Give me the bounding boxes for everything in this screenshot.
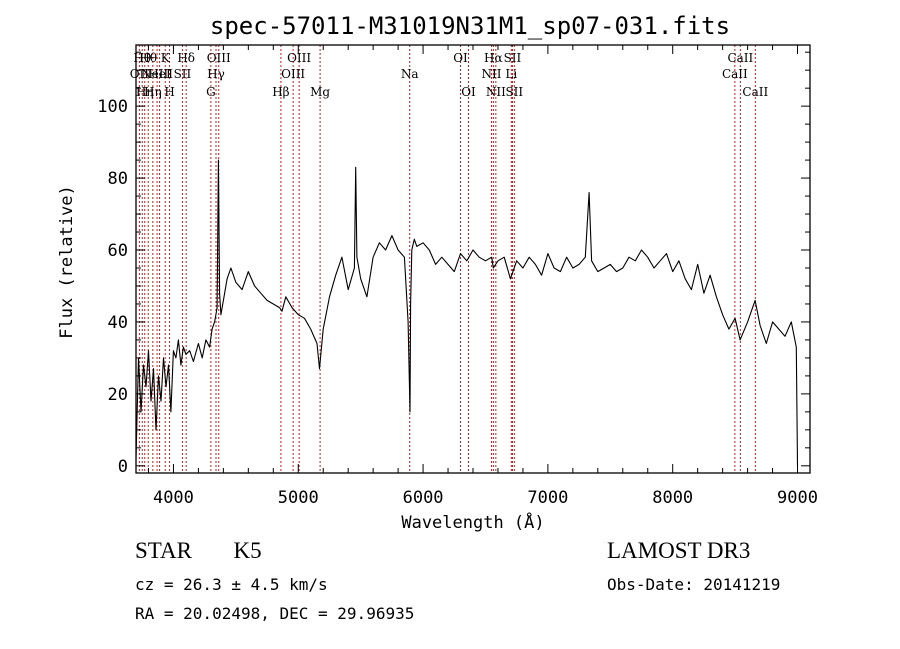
line-marker-label: Na: [401, 67, 419, 81]
x-tick-label: 5000: [278, 488, 319, 508]
line-marker-label: OIII: [207, 51, 231, 65]
line-marker-label: Hθ: [139, 51, 157, 65]
x-tick-label: 9000: [777, 488, 818, 508]
y-tick-label: 80: [108, 169, 128, 189]
observation-date: Obs-Date: 20141219: [607, 575, 781, 594]
x-tick-label: 8000: [652, 488, 693, 508]
axis-tick-labels: 4000 5000 6000 7000 8000 9000 0 20 40 60 80 100: [97, 97, 818, 508]
chart-title: spec-57011-M31019N31M1_sp07-031.fits: [210, 12, 730, 40]
line-marker-label: CaII: [742, 85, 768, 99]
x-tick-label: 6000: [403, 488, 444, 508]
line-marker-label: OI: [461, 85, 476, 99]
y-tick-label: 60: [108, 241, 128, 261]
line-marker-label: OII: [130, 67, 150, 81]
line-marker-label: Hη: [144, 85, 162, 99]
line-marker-label: CaII: [722, 67, 748, 81]
line-marker-label: SII: [504, 51, 522, 65]
line-marker-label: Hα: [484, 51, 503, 65]
x-tick-label: 4000: [153, 488, 194, 508]
spectrum-line: [135, 159, 799, 466]
object-subclass: K5: [233, 538, 262, 563]
line-marker-label: Hβ: [272, 85, 289, 99]
line-marker-label: Hδ: [177, 51, 195, 65]
line-marker-label: Li: [505, 67, 517, 81]
spectral-line-markers: [138, 45, 756, 473]
y-tick-label: 100: [97, 97, 128, 117]
survey-name: LAMOST DR3: [607, 538, 751, 563]
line-marker-label: Hγ: [207, 67, 225, 81]
line-marker-label: NII: [481, 67, 501, 81]
line-marker-label: H: [164, 85, 174, 99]
line-marker-label: OI: [453, 51, 468, 65]
line-marker-label: NeIII: [141, 67, 173, 81]
y-tick-label: 20: [108, 385, 128, 405]
line-marker-label: SII: [174, 67, 192, 81]
line-marker-label: OIII: [287, 51, 311, 65]
spectral-line-labels: OIIHθHηHθHηNeIIIHeIKHSIIHδGHγOIIIHβOIIIO…: [130, 51, 769, 99]
plot-frame: [135, 44, 811, 474]
object-class-row: STAR K5: [135, 538, 262, 564]
y-tick-label: 40: [108, 313, 128, 333]
redshift-text: cz = 26.3 ± 4.5 km/s: [135, 575, 328, 594]
line-marker-label: NII: [486, 85, 506, 99]
line-marker-label: Mg: [310, 85, 330, 99]
line-marker-label: CaII: [727, 51, 753, 65]
x-axis-label: Wavelength (Å): [401, 511, 544, 533]
line-marker-label: HeI: [148, 67, 171, 81]
line-marker-label: G: [206, 85, 216, 99]
line-marker-label: OIII: [281, 67, 305, 81]
y-axis-label: Flux (relative): [57, 185, 77, 339]
object-class: STAR: [135, 538, 192, 563]
coordinates-text: RA = 20.02498, DEC = 29.96935: [135, 604, 415, 623]
axis-ticks: [136, 45, 810, 473]
x-tick-label: 7000: [527, 488, 568, 508]
y-tick-label: 0: [118, 457, 128, 477]
line-marker-label: Hθ: [133, 51, 151, 65]
line-marker-label: K: [161, 51, 171, 65]
line-marker-label: SII: [505, 85, 523, 99]
